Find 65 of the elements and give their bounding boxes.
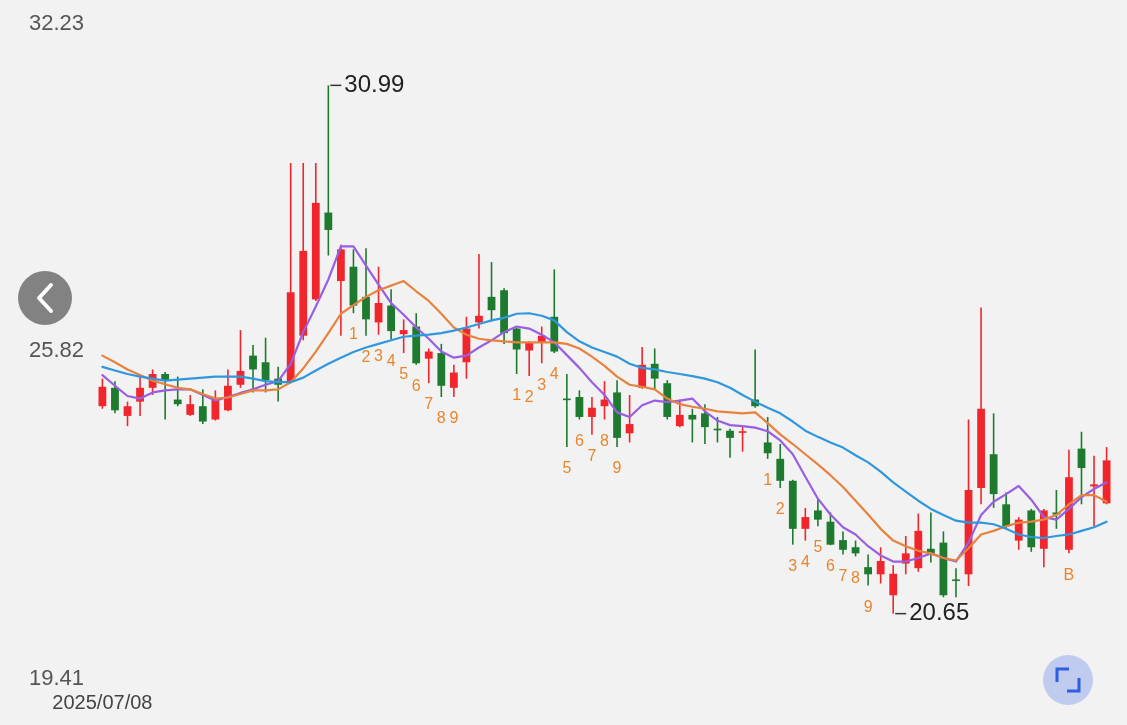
y-tick-label: 25.82 bbox=[28, 337, 84, 363]
candlestick bbox=[801, 507, 810, 542]
annotation: 20.65 bbox=[909, 597, 970, 625]
candlestick bbox=[814, 497, 822, 528]
text: 5 bbox=[562, 459, 572, 477]
text: 9 bbox=[863, 597, 873, 615]
text: B bbox=[1063, 565, 1075, 583]
text: 8 bbox=[600, 431, 609, 449]
candlestick bbox=[123, 400, 132, 427]
x-tick-label: 2025/07/08 bbox=[52, 691, 153, 714]
candlestick bbox=[249, 344, 257, 394]
candlestick bbox=[826, 511, 835, 546]
text: 4 bbox=[549, 365, 559, 383]
text: 2 bbox=[775, 500, 785, 518]
text: 6 bbox=[411, 377, 421, 395]
text: 6 bbox=[574, 431, 584, 449]
candlestick bbox=[198, 388, 207, 425]
candlestick bbox=[424, 347, 433, 385]
candlestick bbox=[512, 326, 521, 375]
annotation: 30.99 bbox=[344, 69, 405, 97]
text: 1 bbox=[763, 471, 773, 489]
candlestick bbox=[575, 389, 584, 421]
candlestick bbox=[324, 84, 333, 257]
text: 9 bbox=[449, 409, 459, 427]
candlestick bbox=[738, 425, 747, 453]
y-tick-label: 19.41 bbox=[28, 664, 84, 690]
text: 8 bbox=[436, 409, 446, 427]
text: 2 bbox=[361, 347, 371, 365]
text: 6 bbox=[825, 557, 835, 575]
candlestick bbox=[449, 364, 458, 398]
text: 3 bbox=[788, 556, 798, 574]
candlestick bbox=[525, 340, 534, 377]
candlestick bbox=[111, 380, 119, 415]
text: 5 bbox=[399, 365, 409, 383]
candlestick bbox=[952, 567, 960, 599]
text: 5 bbox=[813, 538, 823, 556]
candlestick bbox=[588, 396, 596, 436]
candlestick bbox=[726, 427, 734, 459]
candlestick bbox=[186, 394, 195, 417]
candlestick bbox=[776, 443, 785, 489]
text: 1 bbox=[512, 386, 522, 404]
candlestick bbox=[876, 546, 885, 585]
line-series bbox=[101, 312, 1108, 540]
y-tick-label: 32.23 bbox=[28, 9, 84, 35]
text: 7 bbox=[587, 447, 597, 465]
text: 7 bbox=[424, 395, 434, 413]
candlestick bbox=[889, 564, 898, 615]
candlestick bbox=[362, 247, 370, 337]
candlestick bbox=[839, 530, 847, 556]
candlestick bbox=[475, 253, 483, 330]
candlestick bbox=[763, 416, 772, 460]
candlestick bbox=[261, 336, 270, 394]
candlestick bbox=[864, 553, 872, 587]
candlestick bbox=[399, 318, 408, 354]
text: 9 bbox=[612, 459, 622, 477]
text: 4 bbox=[800, 552, 810, 570]
candlestick bbox=[701, 403, 709, 445]
text: 3 bbox=[537, 375, 547, 393]
text: 7 bbox=[838, 566, 848, 584]
text: 8 bbox=[851, 568, 860, 586]
text: 3 bbox=[374, 346, 384, 364]
candlestick bbox=[1090, 454, 1098, 528]
text: 4 bbox=[386, 351, 396, 369]
text: 1 bbox=[349, 325, 358, 343]
text: 2 bbox=[524, 388, 534, 406]
